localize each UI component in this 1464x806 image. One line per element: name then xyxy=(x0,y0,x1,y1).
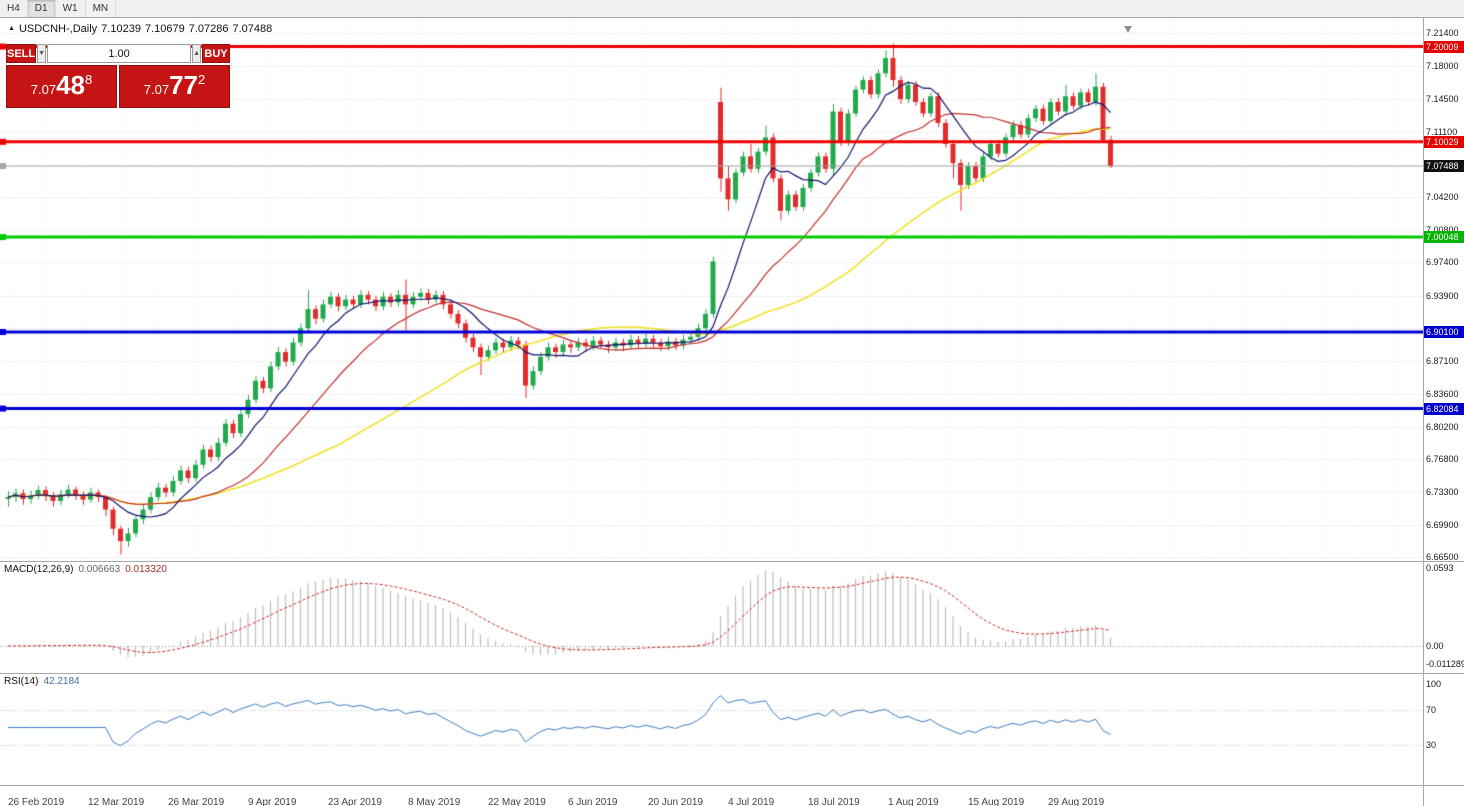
rsi-value: 42.2184 xyxy=(43,676,80,687)
main-price-axis: 7.21400 7.18000 7.14500 7.11100 7.04200 7.008… xyxy=(1423,18,1464,563)
sell-price-big: 48 xyxy=(56,70,85,100)
buy-price-big: 77 xyxy=(169,70,198,100)
macd-title: MACD(12,26,9) xyxy=(4,564,74,575)
rsi-panel: RSI(14) 42.2184 100 70 30 xyxy=(0,674,1464,786)
price-axis-label: 6.87100 xyxy=(1426,355,1459,366)
macd-canvas[interactable] xyxy=(0,562,1423,673)
price-axis-label: 7.18000 xyxy=(1426,60,1459,71)
time-axis-label: 12 Mar 2019 xyxy=(88,797,145,806)
symbol-marker-icon: ▲ xyxy=(8,25,15,32)
tab-w1[interactable]: W1 xyxy=(56,0,86,17)
price-axis-badge: 7.10029 xyxy=(1424,135,1464,148)
macd-axis-zero: 0.00 xyxy=(1426,641,1444,651)
tab-h4[interactable]: H4 xyxy=(0,0,28,17)
price-axis-label: 6.97400 xyxy=(1426,257,1459,268)
tab-mn[interactable]: MN xyxy=(86,0,117,17)
time-axis-label: 23 Apr 2019 xyxy=(328,797,382,806)
time-axis-label: 22 May 2019 xyxy=(488,797,546,806)
price-axis-label: 7.00800 xyxy=(1426,224,1459,235)
buy-price-sup: 2 xyxy=(198,72,206,87)
macd-label: MACD(12,26,9) 0.006663 0.013320 xyxy=(4,564,167,575)
volume-down-icon[interactable]: ▼ xyxy=(37,44,47,63)
time-axis-label: 26 Feb 2019 xyxy=(8,797,65,806)
price-axis-label: 6.69900 xyxy=(1426,519,1459,530)
macd-panel: MACD(12,26,9) 0.006663 0.013320 0.0593 0.0… xyxy=(0,562,1464,674)
rsi-title: RSI(14) xyxy=(4,676,39,687)
buy-price-prefix: 7.07 xyxy=(143,82,170,97)
price-axis-badge: 7.07488 xyxy=(1424,160,1464,173)
one-click-trading-panel: SELL ▼ ▲ BUY 7.07488 7.07772 xyxy=(6,44,230,108)
tab-d1[interactable]: D1 xyxy=(27,0,56,17)
price-axis-label: 7.11100 xyxy=(1426,126,1458,137)
volume-input[interactable] xyxy=(47,44,192,63)
sell-price-tile[interactable]: 7.07488 xyxy=(6,65,117,108)
time-axis-label: 18 Jul 2019 xyxy=(808,797,860,806)
main-chart-panel: ▲ USDCNH-,Daily 7.10239 7.10679 7.07286 7.074… xyxy=(0,18,1464,562)
rsi-axis-70: 70 xyxy=(1426,705,1437,715)
macd-axis-min: -0.011289 xyxy=(1426,659,1464,669)
chart-symbol: USDCNH-,Daily xyxy=(18,23,98,35)
rsi-axis-30: 30 xyxy=(1426,740,1437,750)
macd-axis-max: 0.0593 xyxy=(1426,563,1454,573)
macd-value-main: 0.006663 xyxy=(78,564,121,575)
timeframe-toolbar: H4 D1 W1 MN xyxy=(0,0,1464,18)
macd-value-signal: 0.013320 xyxy=(125,564,167,575)
price-axis-badge: 6.82084 xyxy=(1424,402,1464,415)
main-chart-canvas[interactable] xyxy=(0,18,1423,561)
rsi-axis: 100 70 30 xyxy=(1423,674,1464,785)
price-axis-badge: 7.20009 xyxy=(1424,40,1464,53)
price-axis-label: 6.93900 xyxy=(1426,290,1459,301)
price-axis-label: 6.83600 xyxy=(1426,389,1459,400)
price-axis-badge: 7.00048 xyxy=(1424,231,1464,244)
price-axis-label: 6.73300 xyxy=(1426,487,1459,498)
time-axis-label: 9 Apr 2019 xyxy=(248,797,297,806)
volume-up-icon[interactable]: ▲ xyxy=(192,44,201,63)
sell-price-prefix: 7.07 xyxy=(30,82,57,97)
macd-axis: 0.0593 0.00 -0.011289 xyxy=(1423,562,1464,673)
price-axis-label: 6.66500 xyxy=(1426,552,1459,563)
time-axis-label: 6 Jun 2019 xyxy=(568,797,618,806)
price-axis-label: 7.04200 xyxy=(1426,192,1459,203)
time-axis-label: 15 Aug 2019 xyxy=(968,797,1025,806)
chart-shift-marker-icon xyxy=(1124,26,1132,33)
price-axis-label: 7.14500 xyxy=(1426,94,1459,105)
ohlc-close: 7.07488 xyxy=(232,23,273,35)
time-axis-label: 1 Aug 2019 xyxy=(888,797,939,806)
rsi-canvas[interactable] xyxy=(0,674,1423,785)
price-axis-label: 6.80200 xyxy=(1426,421,1459,432)
buy-price-tile[interactable]: 7.07772 xyxy=(119,65,230,108)
ohlc-low: 7.07286 xyxy=(188,23,229,35)
time-axis-label: 20 Jun 2019 xyxy=(648,797,704,806)
rsi-label: RSI(14) 42.2184 xyxy=(4,676,80,687)
time-axis[interactable]: 26 Feb 2019 12 Mar 2019 26 Mar 2019 9 Apr 2… xyxy=(0,786,1464,806)
ohlc-open: 7.10239 xyxy=(101,23,141,35)
chart-ohlc-title: ▲ USDCNH-,Daily 7.10239 7.10679 7.07286 7.074… xyxy=(8,23,276,35)
time-axis-label: 26 Mar 2019 xyxy=(168,797,225,806)
rsi-axis-100: 100 xyxy=(1426,679,1442,689)
sell-button[interactable]: SELL xyxy=(6,44,37,63)
time-axis-label: 8 May 2019 xyxy=(408,797,461,806)
buy-button[interactable]: BUY xyxy=(202,44,230,63)
time-axis-label: 4 Jul 2019 xyxy=(728,797,775,806)
price-axis-label: 6.76800 xyxy=(1426,454,1459,464)
time-axis-label: 29 Aug 2019 xyxy=(1048,797,1105,806)
ohlc-high: 7.10679 xyxy=(144,23,185,35)
sell-price-sup: 8 xyxy=(85,72,93,87)
price-axis-badge: 6.90100 xyxy=(1424,326,1464,339)
price-axis-label: 7.21400 xyxy=(1426,28,1459,39)
